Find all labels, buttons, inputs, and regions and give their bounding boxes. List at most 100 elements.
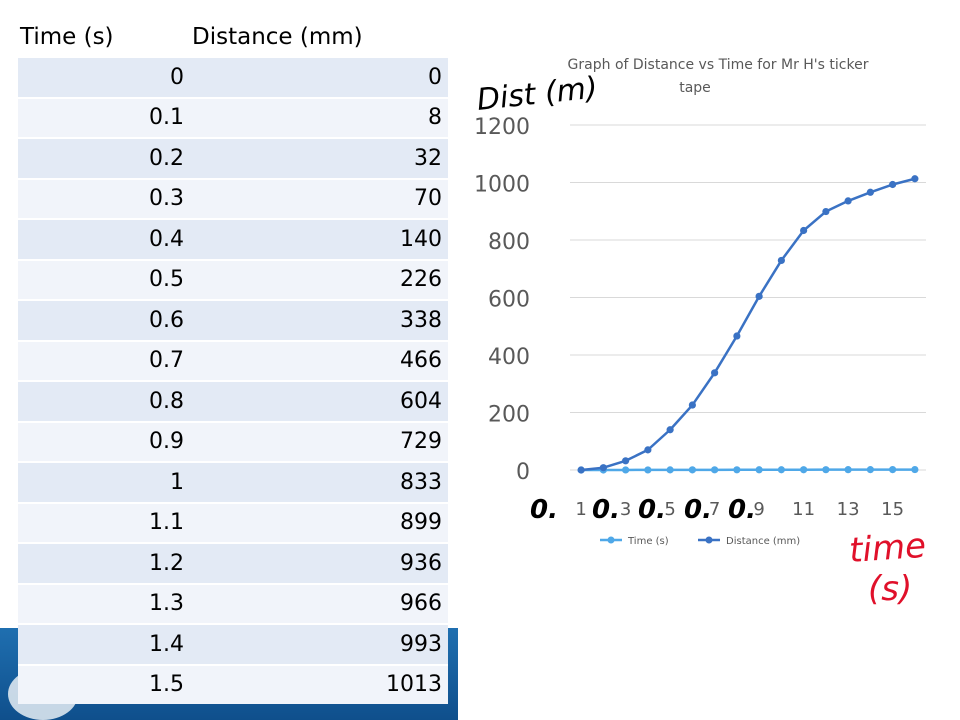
cell-time: 1.2	[18, 542, 190, 584]
data-point	[599, 464, 607, 472]
table-row: 1.5 1013	[18, 663, 448, 704]
legend: Time (s) Distance (mm)	[600, 536, 800, 547]
data-point	[666, 426, 674, 434]
data-point	[822, 466, 830, 474]
cell-distance: 936	[190, 542, 448, 584]
distance-time-chart: Graph of Distance vs Time for Mr H's tic…	[474, 57, 927, 609]
chart-title-line2: tape	[679, 80, 711, 96]
data-point	[889, 465, 897, 474]
data-point	[688, 401, 696, 409]
data-point	[822, 207, 830, 216]
y-tick-label: 400	[488, 345, 530, 370]
data-point	[622, 466, 630, 474]
handwritten-tick-prefix: 0.	[638, 495, 666, 525]
data-point	[711, 466, 719, 474]
x-tick-label: 7	[709, 499, 720, 520]
cell-distance: 0	[190, 56, 448, 98]
cell-time: 1.3	[18, 582, 190, 624]
cell-time: 0.7	[18, 339, 190, 381]
cell-time: 1.1	[18, 501, 190, 543]
header-distance: Distance (mm)	[190, 18, 448, 57]
y-tick-label: 0	[516, 460, 530, 485]
cell-time: 0.6	[18, 299, 190, 341]
data-point	[844, 197, 852, 205]
cell-distance: 338	[190, 299, 448, 341]
data-point	[911, 465, 919, 474]
cell-distance: 8	[190, 96, 448, 138]
handwriting-annotations: Dist (m) 0. 0. 0. 0. 0. time(s)	[475, 70, 927, 609]
series-group	[577, 175, 919, 474]
y-tick-label: 600	[488, 288, 530, 313]
legend-swatch-dot	[607, 536, 615, 544]
table-row: 0.5 226	[18, 258, 448, 300]
cell-time: 0	[18, 56, 190, 98]
y-tick-label: 1000	[474, 173, 530, 198]
data-point	[911, 175, 919, 183]
x-tick-label: 9	[753, 499, 764, 520]
data-point	[666, 466, 674, 474]
cell-time: 1	[18, 461, 190, 503]
cell-distance: 466	[190, 339, 448, 381]
x-axis-ticks: 1 3 5 7 9 11 13 15	[575, 499, 904, 520]
data-point	[800, 466, 808, 474]
y-tick-label: 200	[488, 403, 530, 428]
cell-distance: 32	[190, 137, 448, 179]
cell-distance: 833	[190, 461, 448, 503]
handwritten-x-label-line2: (s)	[868, 569, 912, 609]
x-tick-label: 13	[837, 499, 860, 520]
cell-distance: 140	[190, 218, 448, 260]
chart-title-line1: Graph of Distance vs Time for Mr H's tic…	[568, 57, 869, 73]
data-point	[777, 256, 785, 265]
table-row: 0.9 729	[18, 420, 448, 462]
cell-distance: 993	[190, 623, 448, 665]
legend-label: Time (s)	[627, 536, 669, 547]
data-point	[577, 466, 585, 474]
data-point	[622, 457, 630, 465]
table-row: 1.3 966	[18, 582, 448, 624]
data-point	[688, 466, 696, 474]
data-point	[844, 466, 852, 474]
y-tick-label: 800	[488, 230, 530, 255]
data-point	[711, 369, 719, 377]
cell-time: 1.4	[18, 623, 190, 665]
cell-time: 0.9	[18, 420, 190, 462]
y-tick-label: 1200	[474, 115, 530, 140]
cell-distance: 1013	[190, 663, 448, 704]
table-row: 1.1 899	[18, 501, 448, 543]
data-point	[866, 188, 874, 196]
data-point	[644, 446, 652, 454]
cell-time: 0.1	[18, 96, 190, 138]
data-table: Time (s) Distance (mm) 0 0 0.1 8 0.2 32 0.3 70 0…	[18, 18, 448, 704]
data-point	[777, 466, 785, 474]
x-tick-label: 3	[620, 499, 631, 520]
cell-distance: 226	[190, 258, 448, 300]
data-point	[755, 466, 763, 474]
data-point	[733, 332, 741, 340]
data-point	[866, 466, 874, 474]
table-row: 0.2 32	[18, 137, 448, 179]
legend-swatch-dot	[705, 536, 713, 544]
handwritten-tick-prefix: 0.	[530, 495, 558, 525]
handwritten-tick-prefix: 0.	[684, 495, 712, 525]
header-time: Time (s)	[18, 18, 190, 57]
cell-time: 0.8	[18, 380, 190, 422]
cell-distance: 70	[190, 177, 448, 219]
x-tick-label: 15	[881, 499, 904, 520]
table-header-row: Time (s) Distance (mm)	[18, 18, 448, 57]
table-row: 0.6 338	[18, 299, 448, 341]
data-point	[755, 292, 763, 300]
table-row: 1.2 936	[18, 542, 448, 584]
data-point	[733, 466, 741, 474]
table-row: 0.8 604	[18, 380, 448, 422]
table-row: 0.3 70	[18, 177, 448, 219]
cell-distance: 729	[190, 420, 448, 462]
series-line	[580, 177, 916, 472]
x-tick-label: 5	[664, 499, 675, 520]
data-point	[800, 226, 808, 235]
series-time	[577, 465, 919, 474]
cell-distance: 604	[190, 380, 448, 422]
handwritten-tick-prefix: 0.	[728, 495, 756, 525]
table-row: 0.4 140	[18, 218, 448, 260]
legend-label: Distance (mm)	[726, 536, 800, 547]
